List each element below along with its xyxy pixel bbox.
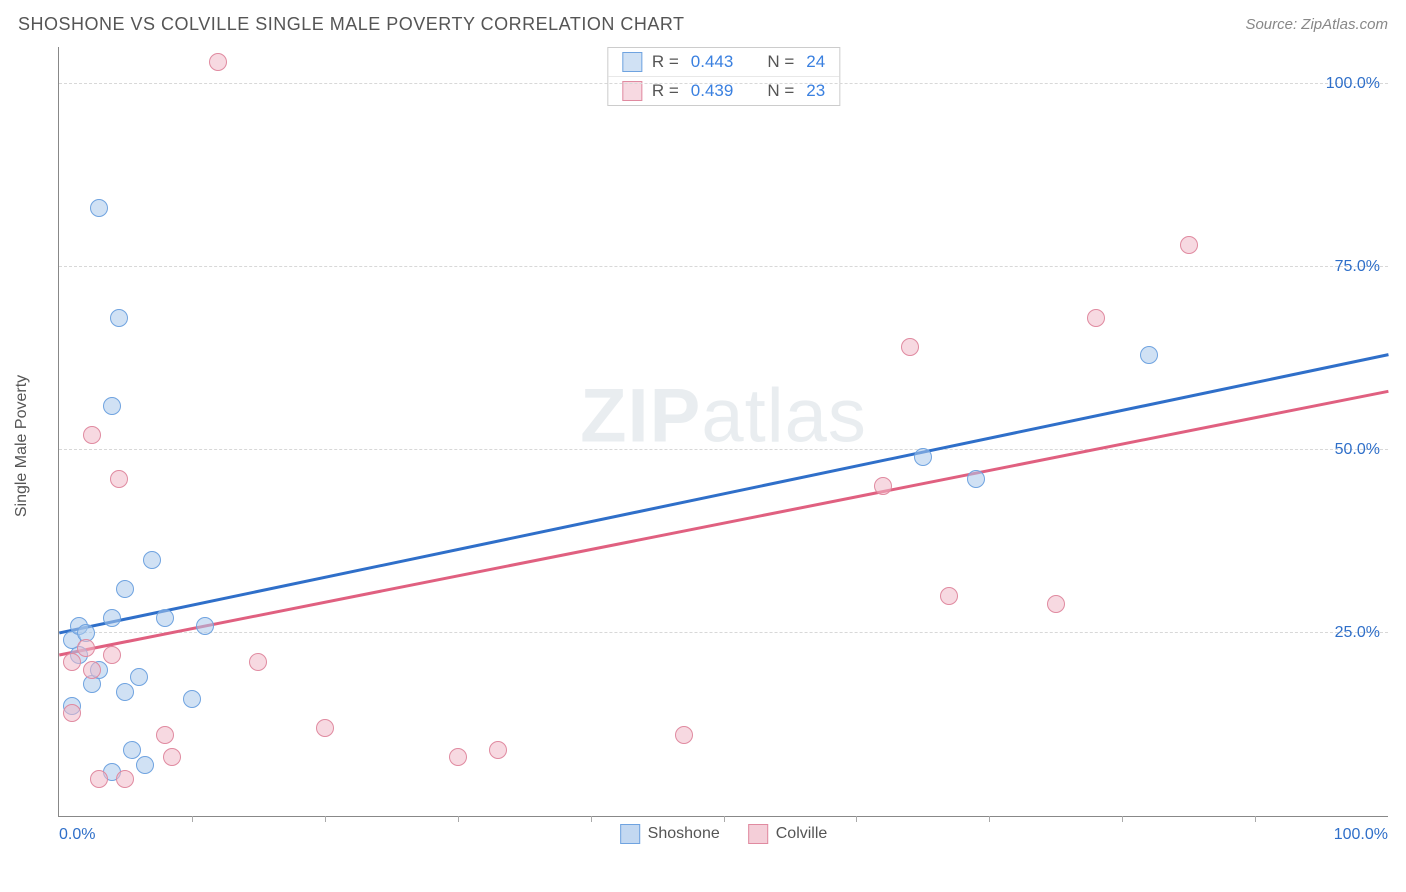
chart-header: SHOSHONE VS COLVILLE SINGLE MALE POVERTY… <box>10 10 1396 47</box>
r-label: R = <box>652 81 679 101</box>
scatter-point <box>83 661 101 679</box>
series-swatch <box>622 52 642 72</box>
scatter-point <box>103 609 121 627</box>
series-swatch <box>748 824 768 844</box>
trend-line <box>59 390 1389 657</box>
scatter-point <box>163 748 181 766</box>
legend-item: Colville <box>748 824 828 844</box>
n-label: N = <box>767 52 794 72</box>
scatter-point <box>675 726 693 744</box>
scatter-point <box>110 470 128 488</box>
plot-area: ZIPatlas R =0.443N =24R =0.439N =23 Shos… <box>58 47 1388 817</box>
x-tick <box>591 816 592 822</box>
x-axis-max-label: 100.0% <box>1334 826 1388 844</box>
scatter-point <box>156 726 174 744</box>
scatter-point <box>914 448 932 466</box>
scatter-point <box>130 668 148 686</box>
x-tick <box>192 816 193 822</box>
gridline-h <box>59 632 1388 633</box>
scatter-point <box>103 646 121 664</box>
scatter-point <box>967 470 985 488</box>
scatter-point <box>63 653 81 671</box>
x-tick <box>325 816 326 822</box>
n-label: N = <box>767 81 794 101</box>
scatter-point <box>90 770 108 788</box>
scatter-point <box>1180 236 1198 254</box>
legend-item: Shoshone <box>620 824 720 844</box>
trend-line <box>59 353 1389 634</box>
r-label: R = <box>652 52 679 72</box>
scatter-point <box>116 770 134 788</box>
scatter-point <box>209 53 227 71</box>
legend-label: Shoshone <box>648 825 720 843</box>
scatter-point <box>123 741 141 759</box>
stats-legend-box: R = 0.443 N = 24 R = 0.439 N = 23 <box>607 47 840 106</box>
y-tick-label: 50.0% <box>1335 441 1380 459</box>
x-tick <box>1255 816 1256 822</box>
scatter-point <box>143 551 161 569</box>
scatter-point <box>63 704 81 722</box>
scatter-point <box>116 580 134 598</box>
chart-title: SHOSHONE VS COLVILLE SINGLE MALE POVERTY… <box>18 14 685 35</box>
legend-label: Colville <box>776 825 828 843</box>
stats-row: R = 0.439 N = 23 <box>608 76 839 105</box>
y-tick-label: 25.0% <box>1335 624 1380 642</box>
correlation-chart: SHOSHONE VS COLVILLE SINGLE MALE POVERTY… <box>10 10 1396 882</box>
n-value: 24 <box>806 52 825 72</box>
scatter-point <box>249 653 267 671</box>
stats-row: R = 0.443 N = 24 <box>608 48 839 76</box>
watermark: ZIPatlas <box>580 373 867 460</box>
y-tick-label: 100.0% <box>1326 75 1380 93</box>
x-tick <box>1122 816 1123 822</box>
scatter-point <box>874 477 892 495</box>
scatter-point <box>1087 309 1105 327</box>
y-tick-label: 75.0% <box>1335 258 1380 276</box>
scatter-point <box>1047 595 1065 613</box>
scatter-point <box>90 199 108 217</box>
scatter-point <box>156 609 174 627</box>
gridline-h <box>59 83 1388 84</box>
y-axis-label: Single Male Poverty <box>13 375 31 517</box>
n-value: 23 <box>806 81 825 101</box>
scatter-point <box>83 426 101 444</box>
scatter-point <box>183 690 201 708</box>
scatter-point <box>196 617 214 635</box>
scatter-point <box>103 397 121 415</box>
scatter-point <box>901 338 919 356</box>
series-swatch <box>620 824 640 844</box>
r-value: 0.443 <box>691 52 734 72</box>
gridline-h <box>59 266 1388 267</box>
series-swatch <box>622 81 642 101</box>
scatter-point <box>316 719 334 737</box>
x-tick <box>724 816 725 822</box>
x-tick <box>989 816 990 822</box>
scatter-point <box>449 748 467 766</box>
x-tick <box>856 816 857 822</box>
scatter-point <box>489 741 507 759</box>
scatter-point <box>1140 346 1158 364</box>
scatter-point <box>116 683 134 701</box>
gridline-h <box>59 449 1388 450</box>
scatter-point <box>110 309 128 327</box>
x-axis-min-label: 0.0% <box>59 826 95 844</box>
r-value: 0.439 <box>691 81 734 101</box>
chart-source: Source: ZipAtlas.com <box>1245 16 1388 33</box>
scatter-point <box>77 639 95 657</box>
x-tick <box>458 816 459 822</box>
series-legend: Shoshone Colville <box>620 824 828 844</box>
scatter-point <box>136 756 154 774</box>
scatter-point <box>940 587 958 605</box>
